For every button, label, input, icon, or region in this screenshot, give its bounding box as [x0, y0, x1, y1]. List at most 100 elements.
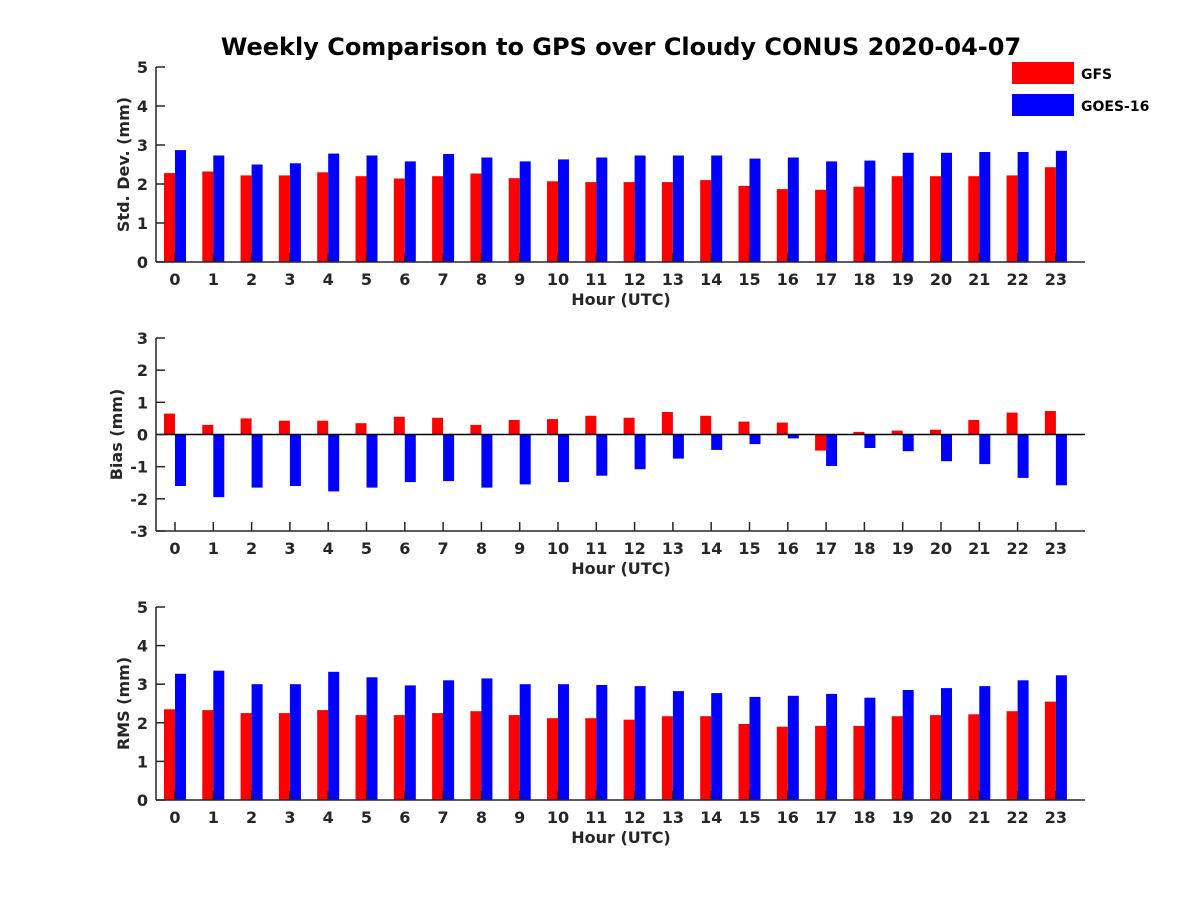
bias-bar-goes-16-hour-20 — [941, 434, 952, 462]
rms-x-tick-label: 9 — [514, 808, 525, 827]
bias-bar-gfs-hour-19 — [891, 430, 903, 435]
bias-bar-goes-16-hour-15 — [749, 434, 761, 445]
rms-bar-gfs-hour-7 — [432, 713, 444, 800]
bias-x-tick-label: 4 — [323, 539, 334, 558]
rms-y-tick-label: 0 — [137, 791, 148, 810]
bias-bar-goes-16-hour-8 — [481, 434, 493, 488]
std-dev-bar-goes-16-hour-15 — [749, 158, 761, 262]
rms-x-axis-label: Hour (UTC) — [571, 828, 671, 847]
std-dev-bar-gfs-hour-7 — [432, 176, 444, 262]
rms-bar-gfs-hour-1 — [202, 710, 214, 800]
std-dev-x-tick-label: 9 — [514, 270, 525, 289]
rms-bar-goes-16-hour-23 — [1055, 675, 1067, 800]
bias-bar-goes-16-hour-5 — [366, 434, 378, 488]
std-dev-bar-goes-16-hour-5 — [366, 155, 378, 262]
bias-bar-gfs-hour-1 — [202, 424, 214, 435]
bias-y-tick-label: 3 — [137, 329, 148, 348]
bias-x-tick-label: 2 — [246, 539, 257, 558]
bias-bar-goes-16-hour-22 — [1017, 434, 1029, 478]
bias-bar-goes-16-hour-17 — [826, 434, 838, 466]
std-dev-bar-goes-16-hour-12 — [634, 155, 646, 262]
std-dev-y-tick-label: 3 — [137, 136, 148, 155]
bias-x-tick-label: 14 — [700, 539, 722, 558]
bias-bar-goes-16-hour-2 — [251, 434, 263, 488]
std-dev-bar-goes-16-hour-16 — [787, 157, 799, 262]
rms-bar-goes-16-hour-19 — [902, 690, 914, 800]
bias-bar-goes-16-hour-18 — [864, 434, 876, 448]
bias-bar-goes-16-hour-23 — [1055, 434, 1067, 486]
std-dev-x-tick-label: 5 — [361, 270, 372, 289]
rms-bar-goes-16-hour-22 — [1017, 680, 1029, 800]
rms-bar-goes-16-hour-11 — [596, 685, 608, 800]
std-dev-x-tick-label: 3 — [284, 270, 295, 289]
bias-x-tick-label: 9 — [514, 539, 525, 558]
bias-bar-gfs-hour-7 — [432, 417, 444, 435]
rms-x-tick-label: 19 — [892, 808, 914, 827]
bias-x-tick-label: 1 — [208, 539, 219, 558]
rms-bar-goes-16-hour-1 — [213, 670, 225, 800]
bias-x-tick-label: 0 — [169, 539, 180, 558]
bias-x-tick-label: 22 — [1006, 539, 1028, 558]
bias-bar-gfs-hour-18 — [853, 431, 865, 435]
rms-bar-gfs-hour-14 — [700, 716, 712, 800]
legend-label-gfs: GFS — [1081, 67, 1112, 83]
std-dev-y-tick-label: 0 — [137, 253, 148, 272]
std-dev-bar-gfs-hour-23 — [1044, 167, 1056, 262]
std-dev-x-tick-label: 21 — [968, 270, 990, 289]
std-dev-bar-gfs-hour-20 — [930, 176, 941, 262]
rms-bar-gfs-hour-21 — [968, 714, 980, 800]
std-dev-x-tick-label: 11 — [585, 270, 607, 289]
std-dev-x-tick-label: 12 — [623, 270, 645, 289]
bias-bar-gfs-hour-21 — [968, 420, 980, 435]
std-dev-y-axis-label: Std. Dev. (mm) — [114, 97, 133, 232]
std-dev-bar-goes-16-hour-17 — [826, 161, 838, 262]
std-dev-x-tick-label: 23 — [1045, 270, 1067, 289]
rms-y-tick-label: 4 — [137, 637, 148, 656]
bias-x-tick-label: 5 — [361, 539, 372, 558]
rms-bar-goes-16-hour-6 — [404, 685, 416, 800]
rms-bar-gfs-hour-23 — [1044, 701, 1056, 800]
std-dev-bar-gfs-hour-5 — [355, 176, 367, 262]
std-dev-x-tick-label: 14 — [700, 270, 722, 289]
std-dev-bar-goes-16-hour-4 — [328, 153, 340, 262]
std-dev-bar-goes-16-hour-14 — [711, 155, 723, 262]
rms-x-tick-label: 11 — [585, 808, 607, 827]
std-dev-bar-goes-16-hour-9 — [519, 161, 531, 262]
std-dev-x-tick-label: 4 — [323, 270, 334, 289]
rms-bar-goes-16-hour-9 — [519, 684, 531, 800]
bias-bar-goes-16-hour-9 — [519, 434, 531, 485]
rms-x-tick-label: 0 — [169, 808, 180, 827]
bias-x-tick-label: 11 — [585, 539, 607, 558]
rms-x-tick-label: 23 — [1045, 808, 1067, 827]
rms-x-tick-label: 4 — [323, 808, 334, 827]
rms-x-tick-label: 13 — [662, 808, 684, 827]
bias-bar-gfs-hour-8 — [470, 424, 482, 435]
rms-bar-gfs-hour-4 — [317, 710, 329, 800]
bias-bar-gfs-hour-20 — [930, 429, 941, 435]
rms-x-tick-label: 8 — [476, 808, 487, 827]
bias-y-tick-label: 1 — [137, 393, 148, 412]
rms-bar-goes-16-hour-12 — [634, 686, 646, 800]
std-dev-bar-gfs-hour-0 — [164, 173, 175, 262]
bias-bar-goes-16-hour-7 — [443, 434, 455, 482]
bias-bar-goes-16-hour-6 — [404, 434, 416, 483]
bias-bar-gfs-hour-4 — [317, 420, 329, 435]
bias-bar-gfs-hour-6 — [393, 416, 405, 435]
std-dev-bar-goes-16-hour-6 — [404, 161, 416, 262]
rms-bar-goes-16-hour-13 — [672, 691, 684, 800]
bias-x-tick-label: 7 — [438, 539, 449, 558]
rms-bar-gfs-hour-16 — [776, 726, 788, 800]
rms-bar-gfs-hour-0 — [164, 709, 175, 800]
std-dev-bar-goes-16-hour-22 — [1017, 152, 1029, 262]
rms-bar-gfs-hour-20 — [930, 715, 941, 800]
std-dev-x-tick-label: 6 — [399, 270, 410, 289]
std-dev-x-tick-label: 8 — [476, 270, 487, 289]
std-dev-bar-gfs-hour-12 — [623, 182, 635, 262]
rms-bar-gfs-hour-5 — [355, 715, 367, 800]
std-dev-bar-goes-16-hour-23 — [1055, 150, 1067, 262]
std-dev-x-tick-label: 15 — [738, 270, 760, 289]
rms-y-tick-label: 1 — [137, 752, 148, 771]
rms-bar-goes-16-hour-20 — [941, 688, 952, 800]
